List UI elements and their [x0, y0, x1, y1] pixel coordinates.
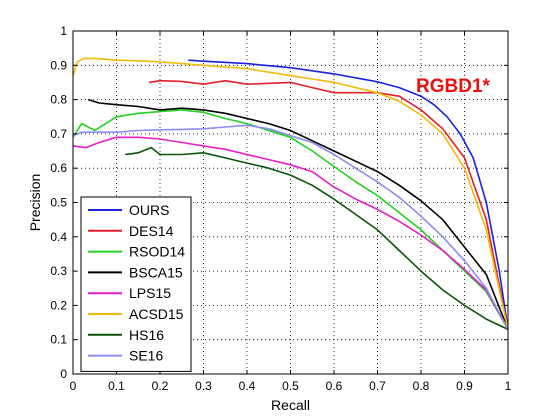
series-layer: [72, 57, 509, 331]
series-line-lps15: [72, 136, 509, 330]
x-tick-label: 0.7: [369, 379, 386, 393]
y-tick-labels: 0 0.1 0.2 0.3 0.4 0.5 0.6 0.7 0.8 0.9 1: [50, 24, 67, 381]
x-tick-label: 0.6: [326, 379, 343, 393]
y-tick-label: 0.2: [50, 298, 67, 312]
y-axis-label: Precision: [27, 174, 43, 232]
y-tick-label: 0.3: [50, 264, 67, 278]
tick-marks: [72, 30, 509, 375]
x-tick-label: 0.4: [239, 379, 256, 393]
legend: OURS DES14 RSOD14 BSCA15 LPS15 ACSD15 HS16 SE16: [80, 196, 192, 372]
legend-label: LPS15: [129, 285, 171, 301]
legend-label: ACSD15: [129, 306, 184, 322]
x-tick-label: 0.2: [152, 379, 169, 393]
y-tick-label: 0.1: [50, 333, 67, 347]
x-tick-label: 0: [70, 379, 77, 393]
x-tick-label: 0.1: [108, 379, 125, 393]
y-tick-label: 0.9: [50, 58, 67, 72]
x-tick-label: 0.9: [456, 379, 473, 393]
legend-label: HS16: [129, 327, 164, 343]
legend-label: DES14: [129, 223, 174, 239]
y-tick-label: 0.6: [50, 161, 67, 175]
legend-box: [80, 196, 192, 372]
dataset-annotation: RGBD1*: [416, 76, 491, 97]
series-line-hs16: [125, 146, 509, 331]
y-tick-label: 0: [60, 367, 67, 381]
legend-label: RSOD14: [129, 244, 185, 260]
series-line-bsca15: [87, 98, 509, 330]
series-line-des14: [148, 79, 509, 330]
x-tick-label: 1: [505, 379, 512, 393]
y-tick-label: 0.5: [50, 196, 67, 210]
x-axis-label: Recall: [271, 397, 310, 413]
y-tick-label: 0.7: [50, 127, 67, 141]
legend-label: BSCA15: [129, 264, 183, 280]
legend-label: SE16: [129, 348, 163, 364]
x-tick-label: 0.8: [413, 379, 430, 393]
legend-label: OURS: [129, 202, 169, 218]
series-line-ours: [188, 59, 509, 330]
y-tick-label: 0.8: [50, 93, 67, 107]
x-tick-label: 0.3: [195, 379, 212, 393]
series-line-acsd15: [72, 57, 509, 330]
y-tick-label: 1: [60, 24, 67, 38]
y-tick-label: 0.4: [50, 230, 67, 244]
x-tick-labels: 0 0.1 0.2 0.3 0.4 0.5 0.6 0.7 0.8 0.9 1: [70, 379, 512, 393]
series-line-rsod14: [72, 109, 509, 330]
series-line-se16: [72, 124, 509, 330]
x-tick-label: 0.5: [282, 379, 299, 393]
